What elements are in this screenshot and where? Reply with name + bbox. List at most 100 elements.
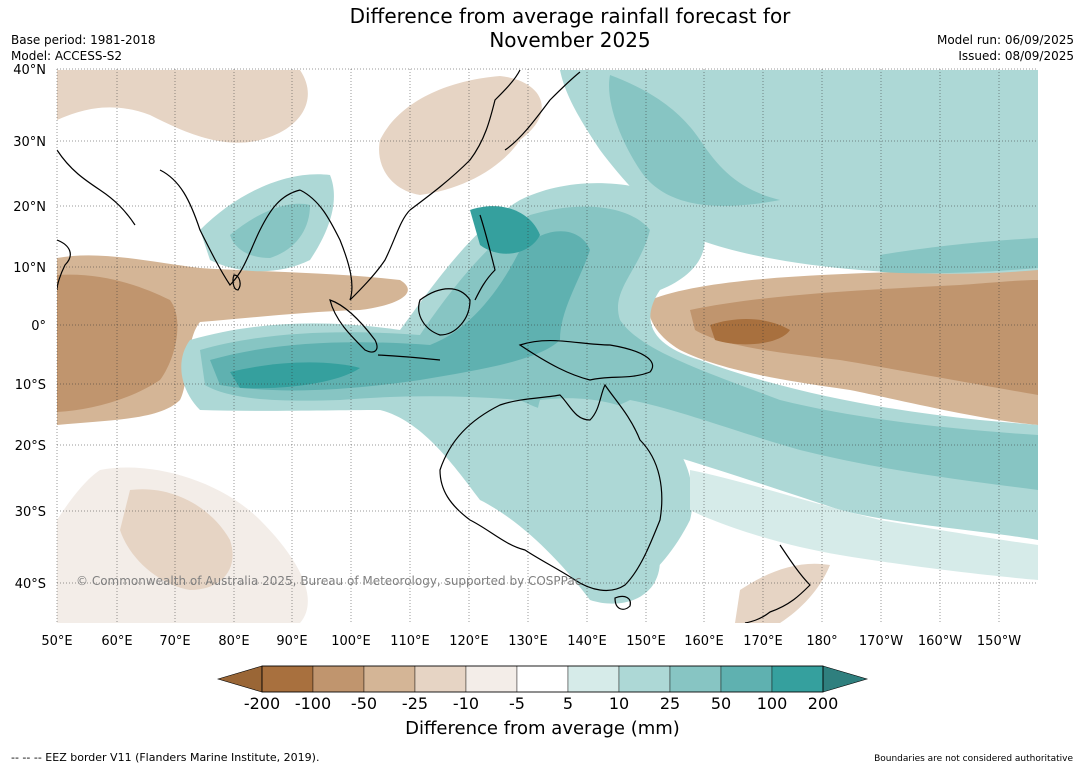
dry-patch-south-indian [120, 489, 233, 590]
coastline-africa-horn [57, 239, 71, 291]
coastlines [57, 69, 811, 623]
rainfall-map[interactable]: 40°N 30°N 20°N 10°N 0° 10°S 20°S 30°S 40… [0, 0, 1085, 660]
coastline-sri-lanka [232, 274, 241, 291]
lon-label: 80°E [218, 634, 249, 649]
meta-right: Model run: 06/09/2025 Issued: 08/09/2025 [937, 32, 1074, 64]
longitude-labels: 50°E 60°E 70°E 80°E 90°E 100°E 110°E 120… [41, 634, 1021, 649]
wet-mid-north-pacific [609, 75, 780, 206]
model-name: Model: ACCESS-S2 [11, 49, 123, 63]
colorbar-tick-label: -5 [509, 694, 525, 713]
coastline-india [159, 169, 301, 286]
coastline-borneo [418, 288, 471, 336]
colorbar-tick-label: 25 [660, 694, 680, 713]
colorbar-segment [414, 665, 467, 693]
colorbar-under-arrow [216, 665, 263, 693]
colorbar-segment [261, 665, 314, 693]
boundaries-disclaimer: Boundaries are not considered authoritat… [874, 754, 1073, 764]
coastline-new-zealand [744, 544, 811, 623]
lat-label: 30°N [13, 135, 46, 150]
colorbar-tick-label: -100 [295, 694, 331, 713]
wet-band-subtropical-pacific [880, 238, 1038, 274]
lat-label: 40°N [13, 63, 46, 78]
lon-label: 170°E [743, 634, 783, 649]
colorbar-tick-label: 10 [609, 694, 629, 713]
coastline-indochina [299, 189, 411, 301]
lon-label: 70°E [159, 634, 190, 649]
lat-label: 20°N [13, 200, 46, 215]
wet-mid-bay-of-bengal [230, 203, 310, 258]
lon-label: 110°E [390, 634, 430, 649]
lon-label: 60°E [101, 634, 132, 649]
title-line-1: Difference from average rainfall forecas… [349, 4, 791, 28]
copyright-notice: © Commonwealth of Australia 2025, Bureau… [76, 574, 582, 588]
lat-label: 10°N [13, 261, 46, 276]
colorbar-segment [720, 665, 773, 693]
title-line-2: November 2025 [489, 28, 651, 52]
colorbar-frame [261, 665, 824, 693]
colorbar-segment [618, 665, 671, 693]
lon-label: 50°E [41, 634, 72, 649]
dry-peak-central-pacific [710, 318, 790, 345]
dry-region-east-asia [379, 76, 542, 195]
latitude-labels: 40°N 30°N 20°N 10°N 0° 10°S 20°S 30°S 40… [13, 63, 46, 592]
wet-high-maritime [210, 231, 590, 391]
colorbar-tick-label: 200 [808, 694, 839, 713]
base-period: Base period: 1981-2018 [11, 33, 156, 47]
meta-left: Base period: 1981-2018 Model: ACCESS-S2 [11, 32, 156, 64]
colorbar-segments [261, 665, 824, 693]
colorbar-segment [363, 665, 416, 693]
colorbar-title: Difference from average (mm) [405, 718, 680, 739]
wet-mid-maritime [200, 206, 1038, 490]
coastline-new-guinea [518, 339, 654, 381]
eez-note: -- -- -- EEZ border V11 (Flanders Marine… [11, 751, 320, 764]
coastline-sumatra [329, 299, 378, 353]
colorbar-tick-label: -50 [351, 694, 377, 713]
colorbar-ticks: -200 -100 -50 -25 -10 -5 5 10 25 50 100 … [244, 694, 838, 713]
lat-label: 40°S [15, 577, 46, 592]
lat-label: 10°S [15, 378, 46, 393]
colorbar-segment [465, 665, 518, 693]
coastline-tasmania [614, 595, 631, 610]
wet-region-tasman [690, 470, 1038, 580]
lon-label: 150°W [977, 634, 1021, 649]
coastline-china [409, 69, 521, 211]
colorbar-tick-label: -10 [453, 694, 479, 713]
lat-label: 30°S [15, 505, 46, 520]
dry-region-new-zealand [735, 563, 830, 623]
coastline-philippines [474, 214, 496, 301]
colorbar-tick-label: -25 [402, 694, 428, 713]
colorbar-over-arrow [822, 665, 869, 693]
wet-peak-indian [230, 362, 360, 389]
anomaly-fields [57, 70, 1038, 623]
lon-label: 100°E [331, 634, 371, 649]
colorbar-tick-label: 100 [757, 694, 788, 713]
lat-label: 0° [31, 319, 46, 334]
dry-core-west-indian [57, 274, 178, 412]
map-title: Difference from average rainfall forecas… [270, 4, 870, 52]
graticule [56, 68, 1038, 623]
coastline-australia [439, 383, 663, 592]
lon-label: 120°E [449, 634, 489, 649]
model-run: Model run: 06/09/2025 [936, 33, 1074, 47]
lon-label: 130°E [508, 634, 548, 649]
coastline-japan [504, 71, 581, 151]
dry-region-central-asia [57, 70, 308, 143]
lat-label: 20°S [15, 439, 46, 454]
lon-label: 170°W [859, 634, 903, 649]
wet-region-east-australia [536, 398, 693, 600]
lon-label: 150°E [626, 634, 666, 649]
colorbar-tick-label: -200 [244, 694, 280, 713]
colorbar-segment [771, 665, 824, 693]
colorbar-tick-label: 5 [563, 694, 573, 713]
lon-label: 90°E [276, 634, 307, 649]
lon-label: 180° [806, 634, 837, 649]
coastline-arabia [57, 149, 136, 226]
dry-core-central-pacific [690, 280, 1038, 395]
issued-date: Issued: 08/09/2025 [958, 49, 1074, 63]
lon-label: 160°E [684, 634, 724, 649]
colorbar-tick-label: 50 [711, 694, 731, 713]
colorbar-segment [516, 665, 569, 693]
lon-label: 140°E [567, 634, 607, 649]
lon-label: 160°W [918, 634, 962, 649]
colorbar-segment [567, 665, 620, 693]
